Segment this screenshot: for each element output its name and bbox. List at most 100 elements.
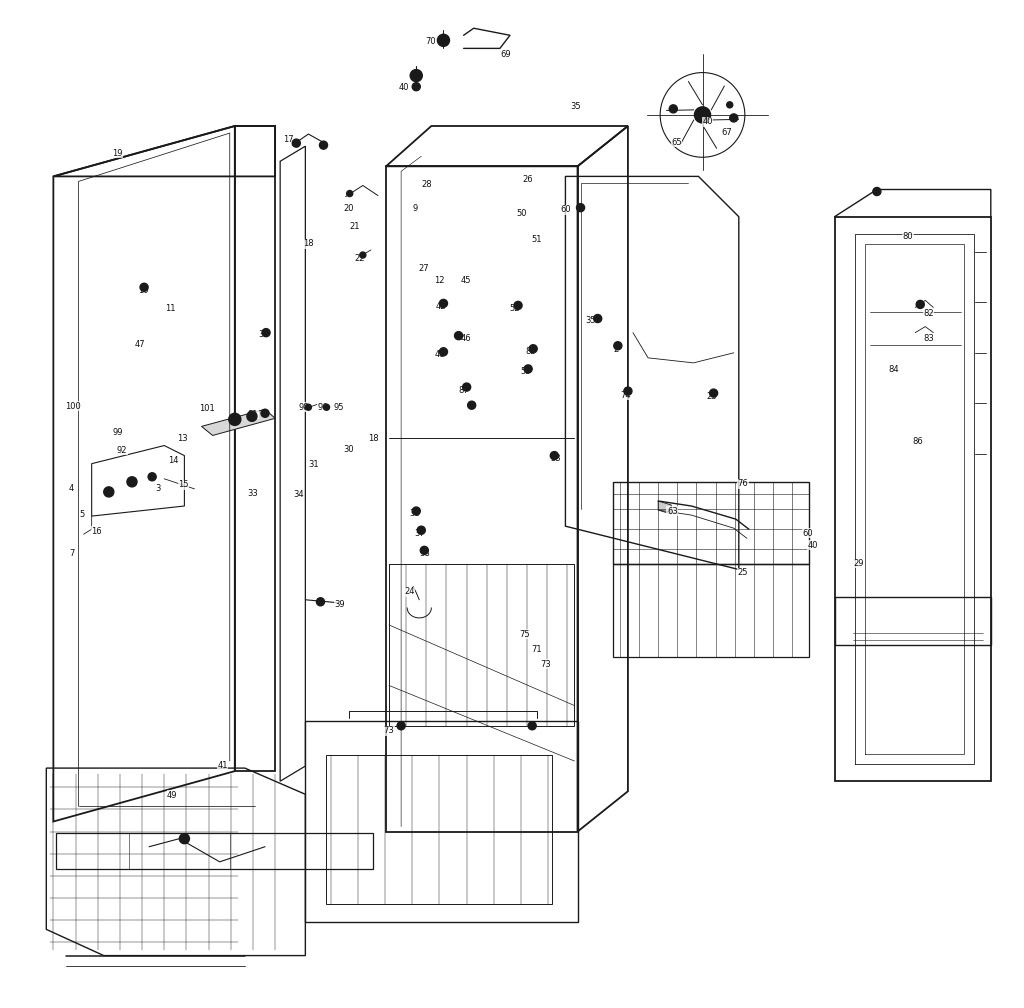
Text: 50: 50 — [517, 210, 527, 218]
Text: 48: 48 — [435, 351, 445, 359]
Circle shape — [316, 598, 325, 606]
Circle shape — [514, 301, 522, 309]
Circle shape — [347, 191, 352, 197]
Circle shape — [872, 187, 881, 196]
Text: 55: 55 — [521, 368, 531, 376]
Text: 87: 87 — [459, 386, 469, 394]
Text: 81: 81 — [248, 410, 258, 418]
Circle shape — [359, 252, 366, 258]
Text: 74: 74 — [621, 391, 631, 399]
Text: 41: 41 — [217, 761, 228, 769]
Text: 65: 65 — [671, 138, 682, 146]
Polygon shape — [658, 501, 672, 514]
Text: 19: 19 — [112, 149, 122, 157]
Circle shape — [411, 70, 422, 82]
Circle shape — [140, 283, 148, 291]
Circle shape — [727, 102, 733, 108]
Polygon shape — [202, 409, 275, 435]
Text: 20: 20 — [343, 205, 354, 213]
Bar — [326, 755, 552, 904]
Text: 27: 27 — [418, 264, 429, 272]
Text: 39: 39 — [334, 601, 345, 609]
Circle shape — [455, 332, 463, 340]
Circle shape — [694, 107, 711, 123]
Circle shape — [577, 204, 585, 212]
Text: 53: 53 — [550, 455, 561, 463]
Text: 80: 80 — [903, 233, 913, 241]
Text: 49: 49 — [167, 791, 177, 799]
Text: 35: 35 — [586, 317, 596, 325]
Text: 9: 9 — [413, 205, 418, 213]
Circle shape — [439, 348, 447, 356]
Text: 40: 40 — [702, 118, 713, 126]
Circle shape — [397, 722, 406, 730]
Text: 2: 2 — [613, 346, 618, 354]
Text: 3: 3 — [156, 485, 161, 493]
Text: 28: 28 — [421, 180, 432, 188]
Text: 51: 51 — [530, 236, 542, 244]
Circle shape — [417, 526, 425, 534]
Text: 29: 29 — [853, 559, 864, 568]
Text: 40: 40 — [399, 84, 410, 92]
Circle shape — [103, 487, 114, 497]
Circle shape — [594, 314, 602, 323]
Text: 33: 33 — [248, 490, 258, 498]
Text: 99: 99 — [113, 428, 123, 436]
Text: 42: 42 — [435, 302, 445, 310]
Text: 35: 35 — [570, 103, 581, 111]
Text: 75: 75 — [520, 630, 530, 638]
Text: 30: 30 — [343, 446, 354, 454]
Circle shape — [262, 329, 270, 337]
Circle shape — [292, 139, 300, 147]
Text: 71: 71 — [530, 645, 542, 653]
Text: 46: 46 — [461, 335, 471, 343]
Text: 85: 85 — [526, 348, 537, 356]
Circle shape — [529, 345, 538, 353]
Text: 60: 60 — [802, 529, 813, 537]
Bar — [612, 482, 809, 564]
Circle shape — [528, 722, 537, 730]
Text: 16: 16 — [91, 527, 102, 535]
Text: 67: 67 — [721, 128, 732, 136]
Circle shape — [437, 34, 450, 46]
Text: 10: 10 — [138, 286, 148, 294]
Circle shape — [420, 546, 428, 554]
Circle shape — [127, 477, 137, 487]
Text: 4: 4 — [69, 485, 74, 493]
Bar — [835, 597, 991, 645]
Text: 40: 40 — [807, 541, 817, 549]
Circle shape — [228, 413, 241, 425]
Text: 86: 86 — [912, 437, 924, 446]
Bar — [612, 564, 809, 657]
Text: 17: 17 — [283, 135, 294, 143]
Text: 5: 5 — [79, 510, 84, 518]
Text: 73: 73 — [384, 727, 394, 735]
Circle shape — [319, 141, 328, 149]
Text: 84: 84 — [889, 366, 899, 374]
Circle shape — [148, 473, 157, 481]
Circle shape — [179, 834, 189, 844]
Text: 7: 7 — [69, 549, 74, 557]
Circle shape — [463, 383, 471, 391]
Circle shape — [524, 365, 532, 373]
Text: 101: 101 — [199, 404, 214, 412]
Circle shape — [439, 299, 447, 307]
Text: 100: 100 — [65, 402, 81, 410]
Text: 11: 11 — [165, 304, 175, 312]
Text: 18: 18 — [369, 434, 379, 443]
Text: 13: 13 — [177, 434, 187, 443]
Text: 24: 24 — [403, 588, 415, 596]
Circle shape — [613, 342, 622, 350]
Text: 32: 32 — [259, 331, 269, 339]
Circle shape — [550, 452, 558, 460]
Text: 14: 14 — [168, 457, 178, 465]
Circle shape — [916, 300, 925, 308]
Text: 12: 12 — [434, 276, 444, 284]
Text: 25: 25 — [737, 569, 749, 577]
Circle shape — [413, 83, 420, 91]
Circle shape — [468, 401, 476, 409]
Text: 34: 34 — [293, 491, 304, 499]
Text: 36: 36 — [409, 509, 420, 517]
Text: 95: 95 — [334, 403, 344, 411]
Text: 92: 92 — [117, 447, 127, 455]
